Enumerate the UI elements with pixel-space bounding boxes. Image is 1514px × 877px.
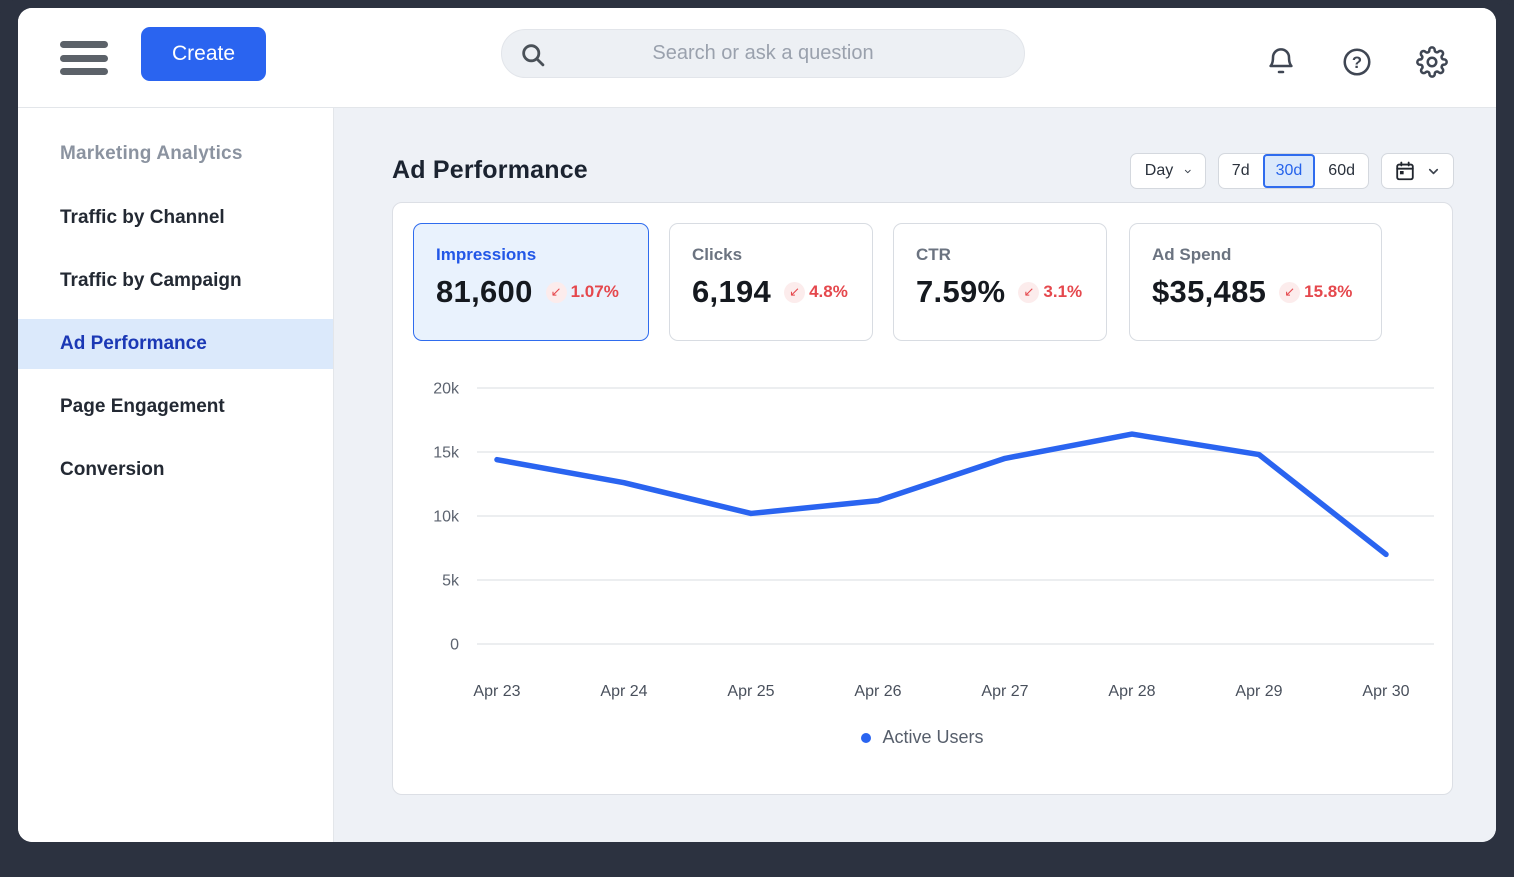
interval-dropdown[interactable]: Day xyxy=(1129,153,1206,189)
svg-text:5k: 5k xyxy=(442,573,460,590)
kpi-value: $35,485 xyxy=(1152,274,1267,309)
kpi-card-ad-spend[interactable]: Ad Spend $35,485 ↙ 15.8% xyxy=(1129,223,1382,341)
time-controls: Day 7d 30d 60d xyxy=(1129,153,1454,189)
range-segmented-control: 7d 30d 60d xyxy=(1217,153,1369,189)
range-7d-button[interactable]: 7d xyxy=(1219,154,1263,188)
main-content: Ad Performance Day 7d 30d 60d xyxy=(334,108,1496,842)
svg-text:Apr 26: Apr 26 xyxy=(854,683,901,700)
chevron-down-icon xyxy=(1185,169,1191,173)
create-button[interactable]: Create xyxy=(141,27,266,81)
sidebar-item-ad-performance[interactable]: Ad Performance xyxy=(18,319,333,369)
svg-text:Apr 23: Apr 23 xyxy=(473,683,520,700)
notifications-button[interactable] xyxy=(1257,38,1305,86)
legend-label: Active Users xyxy=(882,727,984,747)
svg-text:?: ? xyxy=(1352,53,1362,72)
chevron-down-icon xyxy=(1428,168,1439,174)
range-30d-button[interactable]: 30d xyxy=(1262,154,1316,188)
range-60d-button[interactable]: 60d xyxy=(1315,154,1368,188)
range-label: 7d xyxy=(1231,162,1250,179)
sidebar-item-traffic-by-campaign[interactable]: Traffic by Campaign xyxy=(18,256,333,306)
svg-text:Apr 25: Apr 25 xyxy=(727,683,774,700)
top-bar: Create ? xyxy=(18,8,1496,108)
sidebar-item-traffic-by-channel[interactable]: Traffic by Channel xyxy=(18,193,333,243)
kpi-delta-value: 15.8% xyxy=(1304,282,1353,301)
date-picker-button[interactable] xyxy=(1381,153,1454,189)
trend-down-icon: ↙ xyxy=(784,281,806,303)
sidebar-item-conversion[interactable]: Conversion xyxy=(18,445,333,495)
svg-text:Apr 30: Apr 30 xyxy=(1362,683,1409,700)
range-label: 30d xyxy=(1275,162,1303,179)
app-window: Create ? M xyxy=(18,8,1496,842)
interval-dropdown-value: Day xyxy=(1144,162,1174,179)
svg-text:Apr 28: Apr 28 xyxy=(1108,683,1155,700)
settings-button[interactable] xyxy=(1408,38,1456,86)
trend-down-icon: ↙ xyxy=(1279,281,1301,303)
svg-text:10k: 10k xyxy=(433,509,460,526)
svg-text:15k: 15k xyxy=(433,445,460,462)
sidebar-item-page-engagement[interactable]: Page Engagement xyxy=(18,382,333,432)
sidebar-section-label: Marketing Analytics xyxy=(60,143,243,164)
search-icon xyxy=(522,44,545,67)
sidebar-item-label: Conversion xyxy=(60,459,165,480)
sidebar: Marketing Analytics Traffic by Channel T… xyxy=(18,108,334,842)
search-bar[interactable] xyxy=(501,29,1025,78)
kpi-card-impressions[interactable]: Impressions 81,600 ↙ 1.07% xyxy=(413,223,649,341)
kpi-label: Impressions xyxy=(436,245,537,264)
kpi-card-ctr[interactable]: CTR 7.59% ↙ 3.1% xyxy=(893,223,1107,341)
trend-down-icon: ↙ xyxy=(1018,281,1040,303)
kpi-value: 81,600 xyxy=(436,274,533,309)
svg-text:0: 0 xyxy=(450,637,459,654)
kpi-delta: ↙ 1.07% xyxy=(545,281,619,303)
search-input[interactable] xyxy=(502,30,1024,77)
kpi-label: CTR xyxy=(916,245,951,264)
gear-icon xyxy=(1416,46,1448,78)
sidebar-item-label: Ad Performance xyxy=(60,333,207,354)
bell-icon xyxy=(1269,48,1293,74)
kpi-card-clicks[interactable]: Clicks 6,194 ↙ 4.8% xyxy=(669,223,873,341)
kpi-value: 7.59% xyxy=(916,274,1006,309)
svg-text:Apr 29: Apr 29 xyxy=(1235,683,1282,700)
svg-text:Apr 27: Apr 27 xyxy=(981,683,1028,700)
help-button[interactable]: ? xyxy=(1333,38,1381,86)
sidebar-item-label: Traffic by Campaign xyxy=(60,270,242,291)
legend-active-users[interactable]: Active Users xyxy=(393,727,1452,748)
kpi-value: 6,194 xyxy=(692,274,772,309)
kpi-delta-value: 4.8% xyxy=(809,282,848,301)
svg-text:20k: 20k xyxy=(433,381,460,398)
line-chart-svg: 0 5k 10k 15k 20k Apr 23 Apr 24 Apr 25 Apr 26 Apr … xyxy=(433,381,1434,700)
kpi-label: Clicks xyxy=(692,245,743,264)
sidebar-item-label: Traffic by Channel xyxy=(60,207,225,228)
trend-down-icon: ↙ xyxy=(545,281,567,303)
page-title: Ad Performance xyxy=(392,156,588,184)
hamburger-menu-icon[interactable] xyxy=(60,38,108,78)
legend-dot-icon xyxy=(861,732,872,743)
calendar-icon xyxy=(1396,161,1414,181)
range-label: 60d xyxy=(1328,162,1355,179)
question-circle-icon: ? xyxy=(1343,48,1371,76)
kpi-delta-value: 1.07% xyxy=(570,282,619,301)
sidebar-item-label: Page Engagement xyxy=(60,396,225,417)
ad-performance-panel: Impressions 81,600 ↙ 1.07% Clicks 6,194 … xyxy=(392,202,1453,795)
kpi-delta-value: 3.1% xyxy=(1043,282,1083,301)
kpi-delta: ↙ 4.8% xyxy=(784,281,848,303)
kpi-label: Ad Spend xyxy=(1152,245,1232,264)
kpi-delta: ↙ 15.8% xyxy=(1279,281,1353,303)
kpi-delta: ↙ 3.1% xyxy=(1018,281,1083,303)
svg-text:Apr 24: Apr 24 xyxy=(600,683,647,700)
